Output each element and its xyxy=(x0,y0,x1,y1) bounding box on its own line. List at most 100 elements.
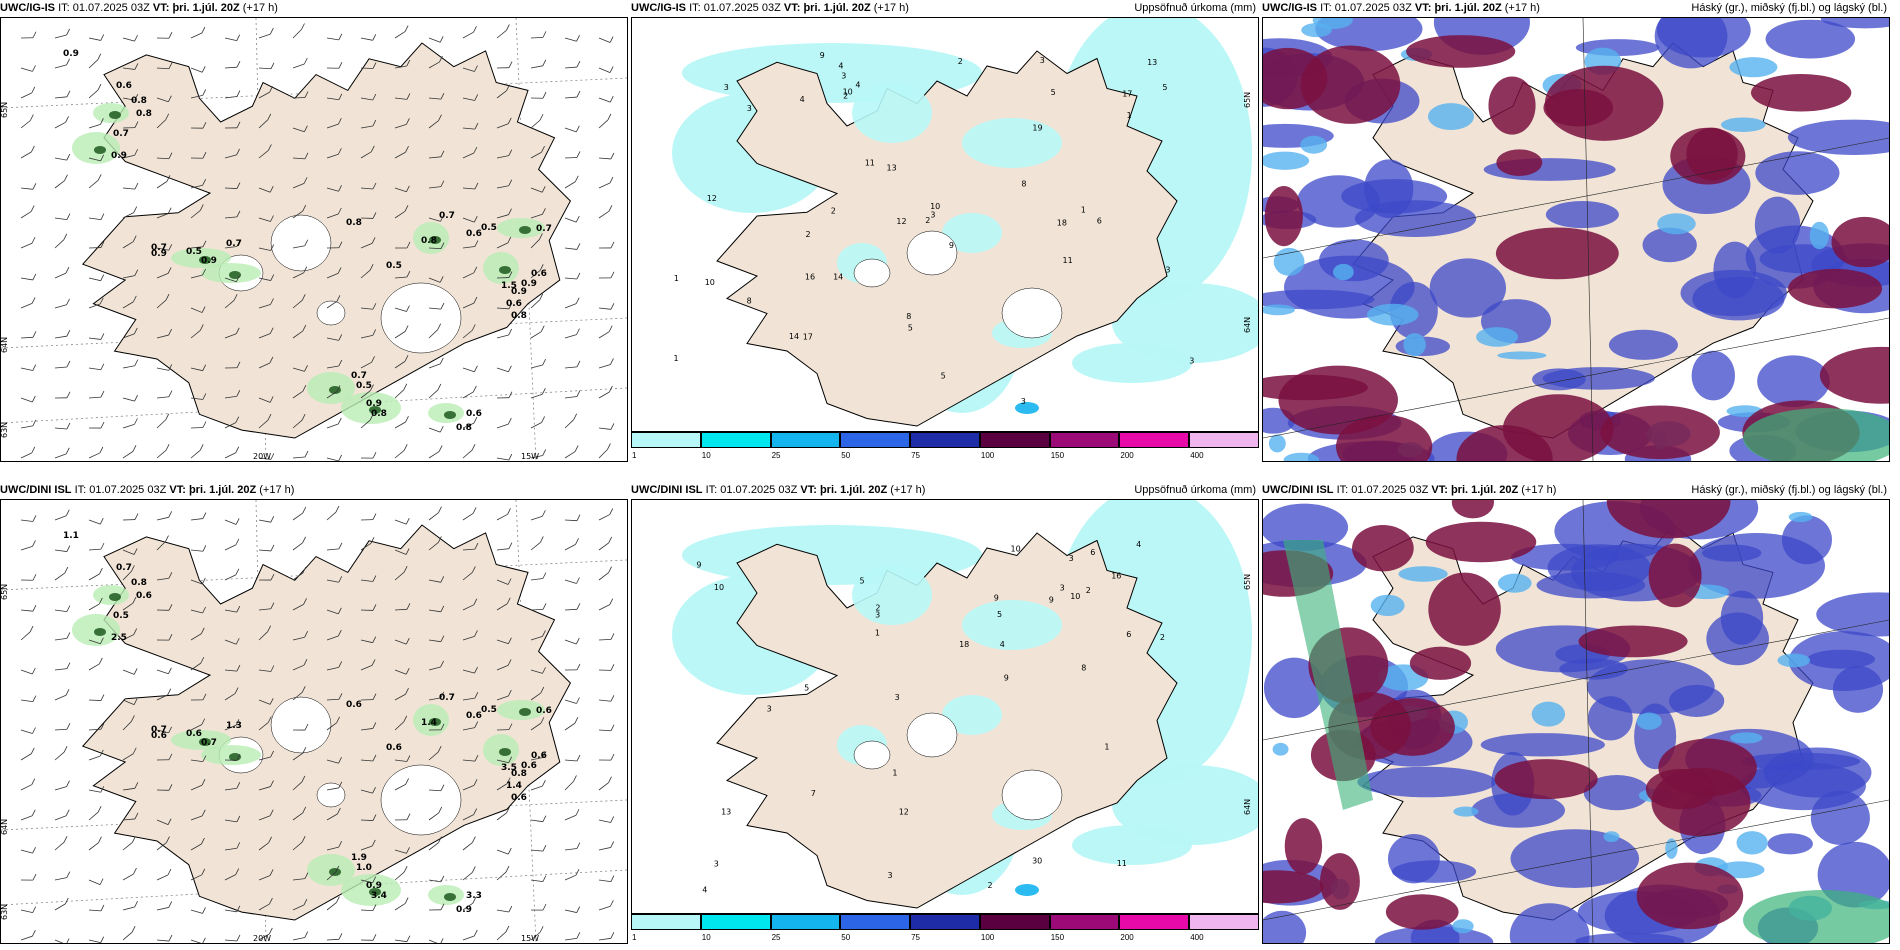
wind-barb xyxy=(258,396,274,403)
wind-barb xyxy=(20,446,36,459)
wind-barb xyxy=(20,515,37,522)
precip-value: 4 xyxy=(1136,540,1141,549)
map-wind-fog[interactable]: 1.1 0.7 0.8 0.6 0.5 2.5 0.7 0.6 0.6 0.7 1.3 0.6 0.6 0… xyxy=(0,499,628,944)
latitude-label: 64N xyxy=(1243,799,1252,815)
visibility-value: 0.8 xyxy=(511,311,527,321)
wind-barb xyxy=(190,512,207,521)
map-canvas xyxy=(1263,500,1889,943)
wind-barb xyxy=(394,813,411,821)
wind-barb xyxy=(462,443,476,459)
colorbar-swatch xyxy=(700,432,771,448)
visibility-value: 0.7 xyxy=(151,725,167,735)
graticule-line xyxy=(1263,799,1889,921)
map-canvas: 1.10.70.80.60.52.50.70.6 0.60.71.30.60.60… xyxy=(1,500,627,943)
wind-barb xyxy=(88,749,104,761)
visibility-value: 0.6 xyxy=(151,731,167,741)
model-name: UWC/IG-IS xyxy=(0,2,55,14)
map-clouds[interactable] xyxy=(1262,17,1890,462)
wind-barb xyxy=(530,449,547,459)
wind-barb xyxy=(530,572,547,581)
precip-value: 5 xyxy=(997,610,1002,619)
precip-value: 18 xyxy=(1057,218,1067,227)
wind-barb xyxy=(258,625,271,641)
wind-barb xyxy=(20,930,36,941)
wind-barb xyxy=(156,667,172,675)
wind-barb xyxy=(88,786,105,793)
wind-barb xyxy=(598,303,615,310)
init-time: 01.07.2025 03Z xyxy=(1334,2,1412,14)
glacier-area xyxy=(380,764,462,836)
wind-barb xyxy=(20,31,37,39)
wind-barb xyxy=(496,777,511,791)
wind-barb xyxy=(496,542,513,551)
wind-barb xyxy=(54,391,71,399)
wind-barb xyxy=(360,182,377,190)
panel-title: UWC/DINI ISL IT: 01.07.2025 03Z VT: þri.… xyxy=(631,482,1259,498)
wind-barb xyxy=(326,117,342,129)
precip-value: 3 xyxy=(1060,584,1065,593)
wind-barb xyxy=(190,364,207,372)
map-wind-fog[interactable]: 0.9 0.6 0.8 0.8 0.7 0.9 0.7 0.9 0.5 0.9 0.7 0.8 0.5 0… xyxy=(0,17,628,462)
wind-barb xyxy=(20,65,36,72)
wind-barb xyxy=(156,784,173,791)
wind-barb xyxy=(190,306,206,313)
wind-barb xyxy=(224,568,240,581)
wind-barb xyxy=(190,444,204,459)
wind-barb xyxy=(122,418,138,429)
wind-barb xyxy=(394,897,409,911)
wind-barb xyxy=(428,242,445,250)
precip-value: 8 xyxy=(1081,664,1086,673)
panel-title: UWC/DINI ISL IT: 01.07.2025 03Z VT: þri.… xyxy=(0,482,628,498)
wind-barb xyxy=(156,934,173,942)
wind-barb xyxy=(530,113,544,129)
colorbar-labels: 1 10 25 50 75 100 150 200 400 xyxy=(631,933,1259,944)
panel-bottom-right: UWC/DINI ISL IT: 01.07.2025 03Z VT: þri.… xyxy=(1262,482,1890,944)
wind-barb xyxy=(530,208,546,219)
wind-barb xyxy=(598,152,615,160)
panel-bottom-middle: UWC/DINI ISL IT: 01.07.2025 03Z VT: þri.… xyxy=(631,482,1260,944)
wind-barb xyxy=(292,294,306,309)
wind-barb xyxy=(20,846,36,854)
graticule-line xyxy=(1263,619,1889,741)
wind-barb xyxy=(224,275,240,283)
wind-barb xyxy=(122,182,139,190)
wind-barb xyxy=(360,212,377,219)
latitude-label: 63N xyxy=(1,422,9,438)
wind-barb xyxy=(598,176,614,189)
wind-barb xyxy=(496,365,512,373)
wind-barb xyxy=(428,92,445,100)
wind-barb xyxy=(326,334,343,341)
glacier-area xyxy=(270,214,332,272)
init-time: 01.07.2025 03Z xyxy=(1351,484,1429,496)
wind-barb xyxy=(156,413,170,429)
wind-barb xyxy=(326,933,343,941)
colorbar-swatch xyxy=(979,432,1050,448)
wind-barb xyxy=(462,566,476,581)
wind-barb xyxy=(122,34,138,42)
visibility-value: 1.0 xyxy=(356,863,372,873)
wind-barb xyxy=(394,688,409,701)
wind-barb xyxy=(122,327,138,339)
map-clouds[interactable] xyxy=(1262,499,1890,944)
precip-value: 1 xyxy=(1081,205,1086,214)
wind-barb xyxy=(88,297,104,309)
wind-barb xyxy=(496,208,512,219)
wind-barb xyxy=(224,240,241,249)
visibility-value: 0.5 xyxy=(186,247,202,257)
wind-barb xyxy=(156,390,173,399)
wind-barb xyxy=(258,413,272,429)
wind-barb xyxy=(224,842,241,851)
visibility-value: 0.9 xyxy=(366,399,382,409)
wind-barb xyxy=(598,423,615,430)
wind-barb xyxy=(20,747,35,761)
wind-barb xyxy=(122,121,139,129)
visibility-value: 0.6 xyxy=(531,269,547,279)
map-precipitation[interactable]: 2 1 3 2 3 1 1 3 11 13 14 10 11 3 8 3 4 3 2 9 5 4 3 2 10 13 6 5 8 18 17… xyxy=(631,17,1259,432)
colorbar-tick-label: 400 xyxy=(1190,451,1204,460)
precip-value: 2 xyxy=(875,603,880,612)
wind-barb xyxy=(496,925,510,941)
wind-barb xyxy=(190,26,206,39)
wind-barb xyxy=(224,327,240,339)
glacier-area xyxy=(853,258,891,288)
map-precipitation[interactable]: 2 1 2 4 3 5 9 13 10 12 10 9 5 3 4 1 3 2 3 4 5 3 30 18 11 10 9 16 7 8 9… xyxy=(631,499,1259,914)
